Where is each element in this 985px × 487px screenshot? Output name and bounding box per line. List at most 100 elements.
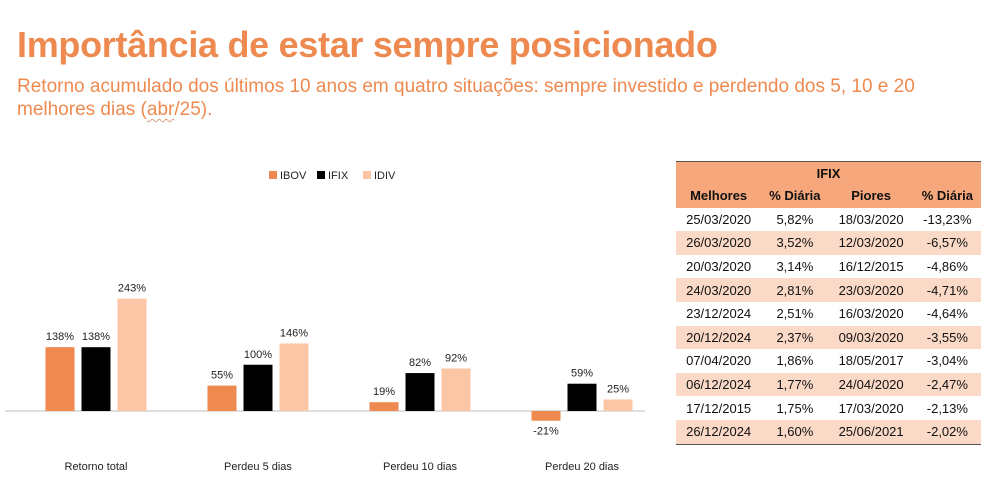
- table-cell: 3,14%: [761, 254, 829, 279]
- table-row: 26/03/2020 3,52% 12/03/2020 -6,57%: [676, 231, 981, 255]
- table-row: 24/03/2020 2,81% 23/03/2020 -4,71%: [676, 278, 981, 302]
- table-cell: 17/03/2020: [828, 396, 914, 420]
- chart-bars: [5, 298, 645, 421]
- table-cell: 24/03/2020: [676, 278, 762, 302]
- table-cell: 24/04/2020: [828, 372, 914, 397]
- table-cell: -6,57%: [913, 231, 981, 255]
- chart-legend: IBOV IFIX IDIV: [269, 170, 396, 182]
- table-cell: 1,77%: [761, 372, 829, 397]
- data-label: 55%: [211, 370, 233, 382]
- legend-label: IFIX: [328, 170, 349, 182]
- table-cell: 20/03/2020: [676, 254, 762, 279]
- category-label: Perdeu 10 dias: [383, 461, 457, 473]
- table-cell: -3,04%: [913, 349, 981, 373]
- data-label: 100%: [244, 349, 272, 361]
- bar-idiv-1: [279, 343, 309, 411]
- table-cell: -4,64%: [913, 301, 981, 326]
- table-cell: 20/12/2024: [676, 325, 762, 350]
- table-cell: 06/12/2024: [676, 372, 762, 397]
- bar-idiv-3: [603, 399, 633, 411]
- table-cell: 5,82%: [761, 207, 829, 232]
- table-row: 26/12/2024 1,60% 25/06/2021 -2,02%: [676, 419, 981, 445]
- table-cell: -4,86%: [913, 254, 981, 279]
- table-cell: 3,52%: [761, 231, 829, 255]
- table-header-row: Melhores % Diária Piores % Diária: [676, 184, 981, 208]
- bar-ibov-0: [45, 347, 75, 411]
- table-cell: 25/03/2020: [676, 207, 762, 232]
- bar-idiv-0: [117, 298, 147, 411]
- table-cell: -2,02%: [913, 419, 981, 445]
- table-cell: 17/12/2015: [676, 396, 762, 420]
- table-body: 25/03/2020 5,82% 18/03/2020 -13,23% 26/03/20…: [676, 207, 981, 445]
- page-subtitle: Retorno acumulado dos últimos 10 anos em…: [17, 75, 957, 121]
- category-label: Perdeu 5 dias: [224, 461, 292, 473]
- bar-ifix-0: [81, 347, 111, 411]
- data-label: 138%: [46, 331, 74, 343]
- table-cell: 18/03/2020: [828, 207, 914, 232]
- table-cell: 18/05/2017: [828, 349, 914, 373]
- legend-label: IDIV: [374, 170, 396, 182]
- table-cell: 16/03/2020: [828, 301, 914, 326]
- column-header: Melhores: [676, 184, 762, 208]
- table-cell: -2,13%: [913, 396, 981, 420]
- table-cell: 09/03/2020: [828, 325, 914, 350]
- data-label: 243%: [118, 283, 146, 295]
- table-cell: 23/12/2024: [676, 301, 762, 326]
- table-cell: 2,51%: [761, 301, 829, 326]
- subtitle-text: Retorno acumulado dos últimos 10 anos em…: [17, 76, 915, 120]
- chart-data-labels: 138% 138% 243% 55% 100% 146% 19% 82% 92% -21% 59% 2…: [46, 283, 629, 438]
- bar-ibov-3: [531, 411, 561, 421]
- data-label: 146%: [280, 327, 308, 339]
- table-row: 20/12/2024 2,37% 09/03/2020 -3,55%: [676, 325, 981, 350]
- category-label: Perdeu 20 dias: [545, 461, 619, 473]
- table-cell: 26/12/2024: [676, 419, 762, 445]
- table-cell: -3,55%: [913, 325, 981, 350]
- legend-swatch-ibov: [269, 171, 277, 179]
- table-cell: -13,23%: [913, 207, 981, 232]
- data-label: 92%: [445, 352, 467, 364]
- table-row: 07/04/2020 1,86% 18/05/2017 -3,04%: [676, 349, 981, 373]
- ifix-days-table: IFIX Melhores % Diária Piores % Diária 2…: [676, 161, 981, 445]
- legend-swatch-ifix: [317, 171, 325, 179]
- data-label: 59%: [571, 368, 593, 380]
- table-cell: 2,81%: [761, 278, 829, 302]
- bar-ifix-1: [243, 364, 273, 411]
- column-header: Piores: [828, 184, 914, 208]
- data-label: -21%: [533, 426, 559, 438]
- table-cell: 23/03/2020: [828, 278, 914, 302]
- table-cell: 07/04/2020: [676, 349, 762, 373]
- chart-category-labels: Retorno total Perdeu 5 dias Perdeu 10 dias…: [65, 461, 620, 473]
- table-cell: 1,60%: [761, 419, 829, 445]
- bar-ibov-2: [369, 402, 399, 411]
- table-title: IFIX: [676, 161, 981, 184]
- table-cell: 25/06/2021: [828, 419, 914, 445]
- table-row: 06/12/2024 1,77% 24/04/2020 -2,47%: [676, 372, 981, 397]
- returns-bar-chart: IBOV IFIX IDIV 138% 138% 243% 55% 100% 146% 19% 8…: [5, 170, 645, 473]
- legend-swatch-idiv: [363, 171, 371, 179]
- bar-idiv-2: [441, 368, 471, 411]
- table-cell: -2,47%: [913, 372, 981, 397]
- table-row: 25/03/2020 5,82% 18/03/2020 -13,23%: [676, 207, 981, 232]
- data-label: 19%: [373, 386, 395, 398]
- data-label: 138%: [82, 331, 110, 343]
- legend-label: IBOV: [280, 170, 307, 182]
- column-header: % Diária: [761, 184, 829, 208]
- table-cell: 2,37%: [761, 325, 829, 350]
- category-label: Retorno total: [65, 461, 128, 473]
- table-row: 23/12/2024 2,51% 16/03/2020 -4,64%: [676, 301, 981, 326]
- page-title: Importância de estar sempre posicionado: [17, 24, 718, 65]
- ifix-days-table-container: IFIX Melhores % Diária Piores % Diária 2…: [676, 161, 981, 445]
- bar-ibov-1: [207, 385, 237, 411]
- subtitle-text-end: /25).: [174, 99, 213, 120]
- table-cell: 16/12/2015: [828, 254, 914, 279]
- bar-ifix-2: [405, 373, 435, 411]
- table-title-row: IFIX: [676, 161, 981, 184]
- bar-ifix-3: [567, 383, 597, 411]
- column-header: % Diária: [913, 184, 981, 208]
- table-cell: 26/03/2020: [676, 231, 762, 255]
- subtitle-abbr: abr: [146, 99, 175, 120]
- data-label: 25%: [607, 383, 629, 395]
- table-cell: 1,86%: [761, 349, 829, 373]
- table-cell: 12/03/2020: [828, 231, 914, 255]
- table-cell: 1,75%: [761, 396, 829, 420]
